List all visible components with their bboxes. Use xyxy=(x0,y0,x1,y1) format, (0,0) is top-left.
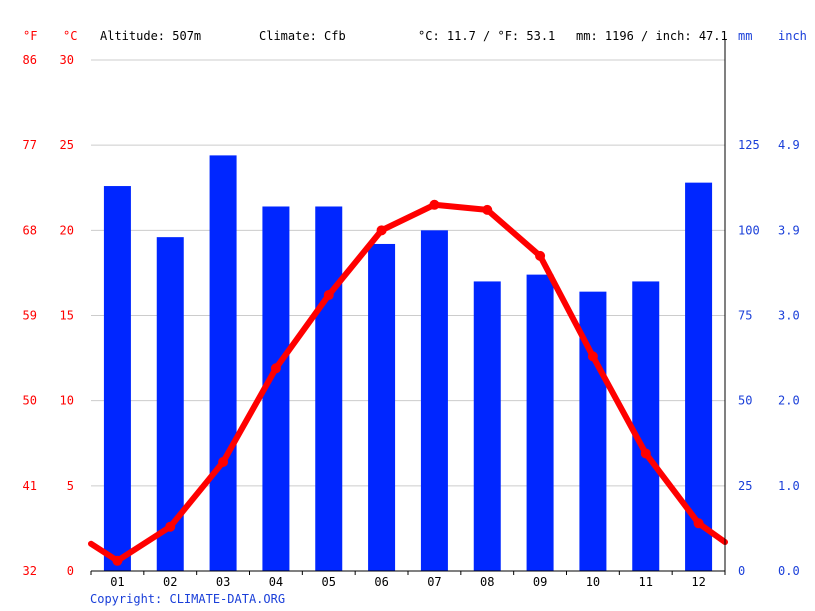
mm-tick-100: 100 xyxy=(738,223,760,237)
fahrenheit-tick-50: 50 xyxy=(23,394,37,408)
temperature-point-10 xyxy=(587,351,598,362)
temperature-line-path xyxy=(88,201,728,564)
celsius-tick-20: 20 xyxy=(60,223,74,237)
temperature-point-09 xyxy=(535,250,546,261)
mm-tick-75: 75 xyxy=(738,309,752,323)
precipitation-bar-06 xyxy=(368,243,396,571)
precipitation-bar-08 xyxy=(473,281,501,571)
inch-tick-3.0: 3.0 xyxy=(778,309,800,323)
precipitation-bar-01 xyxy=(103,186,131,571)
climate-label: Climate: Cfb xyxy=(259,29,346,43)
precipitation-bars xyxy=(103,155,713,572)
mm-tick-0: 0 xyxy=(738,564,745,578)
temperature-point-04 xyxy=(270,363,281,374)
temperature-point-08 xyxy=(482,204,493,215)
grid-lines xyxy=(91,59,725,487)
month-label-05: 05 xyxy=(322,575,336,589)
month-label-06: 06 xyxy=(374,575,388,589)
temperature-point-11 xyxy=(640,448,651,459)
precipitation-bar-07 xyxy=(420,230,448,572)
fahrenheit-tick-32: 32 xyxy=(23,564,37,578)
axes xyxy=(90,40,726,575)
average-temperature-label: °C: 11.7 / °F: 53.1 xyxy=(418,29,555,43)
altitude-label: Altitude: 507m xyxy=(100,29,201,43)
inch-tick-4.9: 4.9 xyxy=(778,138,800,152)
inch-unit-label: inch xyxy=(778,29,807,43)
temperature-point-12 xyxy=(693,518,704,529)
precipitation-bar-03 xyxy=(209,155,237,572)
month-label-10: 10 xyxy=(586,575,600,589)
month-label-07: 07 xyxy=(427,575,441,589)
temperature-point-02 xyxy=(165,521,176,532)
inch-tick-1.0: 1.0 xyxy=(778,479,800,493)
mm-unit-label: mm xyxy=(738,29,752,43)
axis-tick-labels: 01 02 03 04 05 06 07 08 09 10 11 12 0 32 5 41 10 50 15 59 20… xyxy=(23,53,800,589)
temperature-point-01 xyxy=(112,555,123,566)
temperature-point-05 xyxy=(323,290,334,301)
precipitation-total-label: mm: 1196 / inch: 47.1 xyxy=(576,29,728,43)
mm-tick-25: 25 xyxy=(738,479,752,493)
celsius-tick-0: 0 xyxy=(67,564,74,578)
temperature-line xyxy=(88,199,728,566)
precipitation-bar-12 xyxy=(685,182,713,571)
celsius-tick-25: 25 xyxy=(60,138,74,152)
precipitation-bar-05 xyxy=(315,206,343,571)
month-label-03: 03 xyxy=(216,575,230,589)
precipitation-bar-02 xyxy=(156,237,184,571)
fahrenheit-tick-68: 68 xyxy=(23,223,37,237)
celsius-tick-30: 30 xyxy=(60,53,74,67)
inch-tick-2.0: 2.0 xyxy=(778,394,800,408)
copyright-link[interactable]: Copyright: CLIMATE-DATA.ORG xyxy=(90,592,286,606)
mm-tick-125: 125 xyxy=(738,138,760,152)
month-label-08: 08 xyxy=(480,575,494,589)
celsius-tick-5: 5 xyxy=(67,479,74,493)
month-label-12: 12 xyxy=(691,575,705,589)
precipitation-bar-09 xyxy=(526,274,554,571)
temperature-point-06 xyxy=(376,225,387,236)
temperature-point-03 xyxy=(218,456,229,467)
month-label-04: 04 xyxy=(269,575,283,589)
fahrenheit-tick-41: 41 xyxy=(23,479,37,493)
month-label-09: 09 xyxy=(533,575,547,589)
month-label-02: 02 xyxy=(163,575,177,589)
temperature-point-07 xyxy=(429,199,440,210)
fahrenheit-tick-86: 86 xyxy=(23,53,37,67)
celsius-tick-15: 15 xyxy=(60,309,74,323)
celsius-tick-10: 10 xyxy=(60,394,74,408)
celsius-unit-label: °C xyxy=(63,29,77,43)
fahrenheit-unit-label: °F xyxy=(23,29,37,43)
fahrenheit-tick-77: 77 xyxy=(23,138,37,152)
month-label-01: 01 xyxy=(110,575,124,589)
month-label-11: 11 xyxy=(639,575,653,589)
inch-tick-0.0: 0.0 xyxy=(778,564,800,578)
fahrenheit-tick-59: 59 xyxy=(23,309,37,323)
mm-tick-50: 50 xyxy=(738,394,752,408)
precipitation-bar-11 xyxy=(632,281,660,571)
inch-tick-3.9: 3.9 xyxy=(778,223,800,237)
